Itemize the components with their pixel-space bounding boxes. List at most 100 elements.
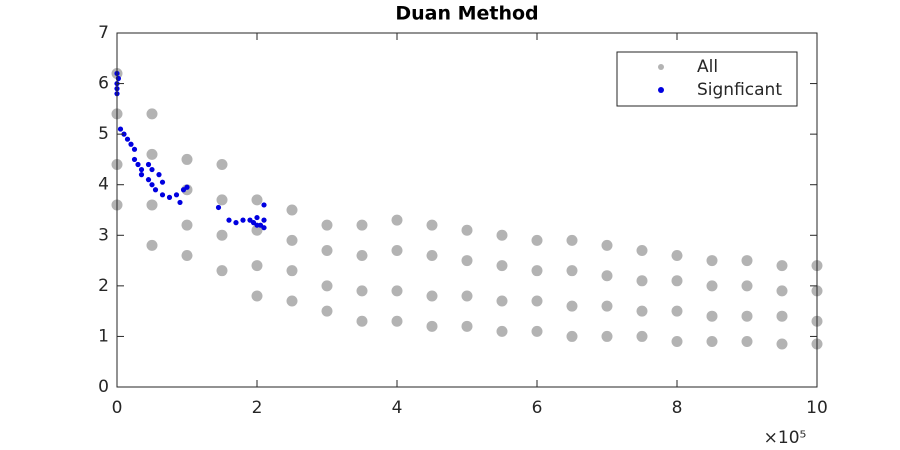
scatter-point [181, 219, 193, 231]
scatter-point [149, 182, 155, 188]
scatter-point [131, 156, 138, 163]
legend-box [616, 51, 798, 107]
x-tick-label: 8 [672, 398, 683, 418]
scatter-point [461, 290, 473, 302]
scatter-point [461, 224, 473, 236]
scatter-point [261, 217, 267, 223]
scatter-point [254, 222, 260, 228]
scatter-point [741, 335, 753, 347]
scatter-point [671, 335, 683, 347]
legend-label: All [697, 57, 718, 77]
scatter-point [138, 172, 145, 178]
legend-label: Signficant [697, 80, 782, 100]
scatter-point [145, 177, 152, 183]
y-tick-label: 5 [98, 124, 109, 144]
scatter-point [531, 234, 543, 246]
y-tick-label: 1 [98, 326, 109, 346]
scatter-point [391, 214, 403, 226]
y-tick-label: 4 [98, 175, 109, 195]
scatter-point [496, 295, 508, 307]
scatter-point [601, 300, 613, 312]
legend-marker [658, 64, 664, 70]
scatter-point [321, 280, 333, 292]
scatter-point [124, 136, 131, 142]
scatter-point [226, 217, 232, 223]
plot-area [111, 67, 823, 350]
scatter-point [706, 280, 718, 292]
scatter-point [601, 330, 613, 342]
scatter-point [496, 229, 508, 241]
x-tick-label: 6 [532, 398, 543, 418]
y-tick-label: 7 [98, 23, 109, 43]
scatter-point [426, 250, 438, 262]
scatter-point [286, 234, 298, 246]
x-tick-label: 2 [252, 398, 263, 418]
y-tick-label: 2 [98, 276, 109, 296]
scatter-point [391, 244, 403, 256]
scatter-point [128, 141, 134, 147]
scatter-point [461, 320, 473, 332]
scatter-point [233, 220, 239, 226]
scatter-point [741, 255, 753, 267]
scatter-point [566, 234, 578, 246]
scatter-point [356, 250, 368, 262]
x-tick-label: 0 [112, 398, 123, 418]
scatter-point [216, 194, 228, 206]
scatter-point [159, 179, 166, 185]
scatter-point [216, 229, 228, 241]
y-tick-label: 6 [98, 74, 109, 94]
scatter-point [131, 146, 138, 152]
scatter-point [117, 126, 124, 132]
scatter-point [566, 265, 578, 277]
scatter-point [181, 250, 193, 262]
chart-title: Duan Method [395, 3, 538, 25]
scatter-point [496, 260, 508, 272]
scatter-point [261, 225, 267, 231]
scatter-point [215, 204, 222, 211]
scatter-point [706, 310, 718, 322]
scatter-point [356, 285, 368, 297]
scatter-point [251, 194, 263, 206]
scatter-point [173, 192, 180, 198]
scatter-point [177, 199, 183, 206]
y-tick-label: 3 [98, 225, 109, 245]
scatter-point [391, 315, 403, 327]
scatter-point [356, 219, 368, 231]
scatter-point [531, 325, 543, 337]
scatter-point [566, 300, 578, 312]
scatter-point [426, 290, 438, 302]
scatter-point [251, 290, 263, 302]
scatter-point [156, 172, 162, 178]
scatter-point [671, 305, 683, 317]
scatter-point [146, 148, 158, 160]
x-tick-label: 4 [392, 398, 403, 418]
x-tick-label: 10 [806, 398, 828, 418]
scatter-point [286, 265, 298, 277]
scatter-point [135, 161, 141, 168]
scatter-point [426, 320, 438, 332]
scatter-point [261, 202, 267, 208]
scatter-point [426, 219, 438, 231]
scatter-point [601, 239, 613, 251]
scatter-point [601, 270, 613, 282]
scatter-point [286, 295, 298, 307]
scatter-point [741, 280, 753, 292]
scatter-point [741, 310, 753, 322]
scatter-point [166, 194, 173, 200]
scatter-point [636, 275, 648, 287]
scatter-point [706, 255, 718, 267]
scatter-point [286, 204, 298, 216]
x-exponent-label: ×10⁵ [764, 428, 807, 448]
scatter-point [152, 187, 159, 193]
scatter-point [531, 265, 543, 277]
scatter-point [671, 250, 683, 262]
scatter-point [636, 330, 648, 342]
scatter-point [636, 305, 648, 317]
scatter-point [531, 295, 543, 307]
scatter-point [776, 285, 788, 297]
scatter-point [254, 214, 260, 221]
scatter-point [776, 310, 788, 322]
scatter-point [146, 239, 158, 251]
scatter-point [321, 305, 333, 317]
scatter-point [251, 260, 263, 272]
